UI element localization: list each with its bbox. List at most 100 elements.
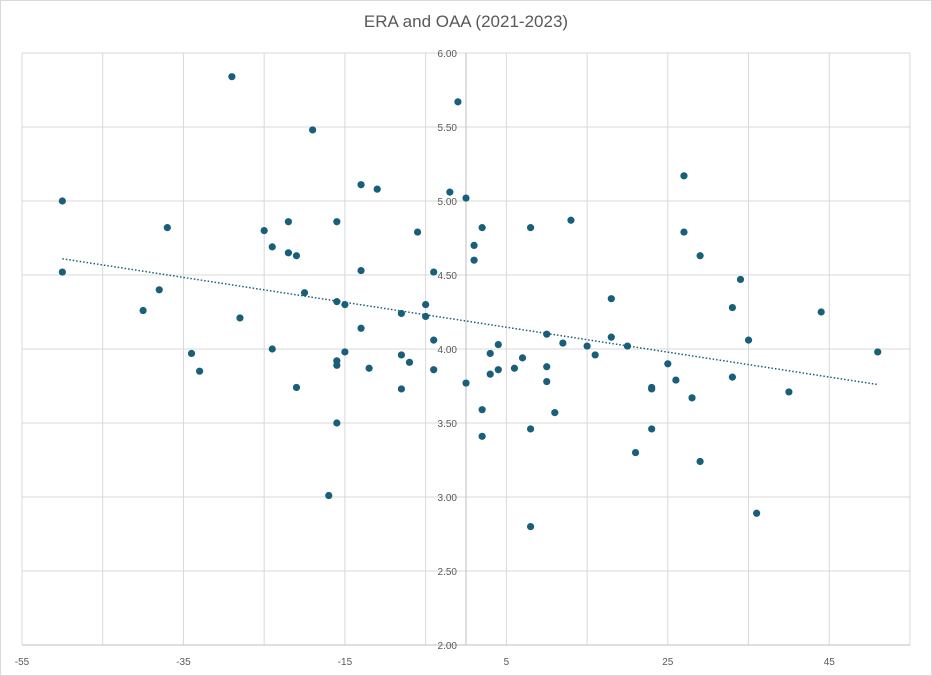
y-tick-label: 4.50	[438, 271, 458, 282]
data-point	[365, 364, 373, 372]
data-point	[357, 324, 365, 332]
x-tick-label: -55	[15, 657, 30, 668]
data-point	[333, 298, 341, 306]
data-point	[462, 379, 470, 387]
data-point	[874, 348, 882, 356]
data-point	[341, 348, 349, 356]
data-point	[292, 383, 301, 392]
data-point	[163, 224, 171, 232]
axes	[22, 53, 910, 646]
data-point	[648, 425, 656, 433]
data-point	[462, 194, 470, 202]
data-point	[526, 523, 535, 531]
data-point	[422, 312, 430, 321]
data-point	[139, 306, 147, 315]
data-point	[196, 367, 204, 375]
data-point	[58, 268, 66, 276]
y-tick-label: 4.00	[438, 345, 458, 356]
data-point	[736, 275, 745, 284]
data-point	[268, 345, 276, 353]
data-point	[478, 224, 486, 232]
data-point	[430, 268, 438, 276]
data-point	[607, 333, 615, 341]
data-point	[672, 376, 680, 384]
data-point	[631, 449, 640, 457]
data-point	[591, 351, 599, 359]
data-point	[228, 73, 236, 81]
data-point	[357, 266, 365, 275]
chart-title: ERA and OAA (2021-2023)	[363, 12, 569, 31]
data-point	[309, 126, 317, 134]
trendline	[62, 257, 878, 386]
data-point	[543, 330, 551, 338]
data-point	[292, 252, 301, 260]
data-point	[155, 286, 163, 294]
data-point	[623, 342, 632, 350]
data-point	[446, 188, 454, 196]
x-tick-label: -35	[176, 657, 191, 668]
data-point	[405, 358, 414, 366]
data-point	[284, 249, 292, 257]
data-point	[397, 385, 406, 393]
data-point	[430, 366, 438, 374]
data-point	[744, 336, 753, 344]
y-tick-label: 3.00	[438, 493, 458, 504]
y-tick-label: 2.50	[438, 567, 458, 578]
data-point	[397, 309, 406, 318]
data-point	[583, 342, 591, 350]
data-point	[567, 216, 575, 224]
y-tick-label: 2.00	[438, 641, 458, 652]
y-tick-label: 6.00	[438, 49, 458, 60]
data-point	[551, 409, 559, 417]
data-point	[559, 339, 567, 347]
data-point	[664, 360, 672, 368]
data-point	[607, 295, 615, 303]
data-point	[333, 218, 341, 226]
data-point	[268, 243, 276, 251]
data-point	[300, 289, 309, 297]
data-point	[648, 385, 656, 393]
data-point	[397, 351, 406, 359]
data-point	[526, 425, 535, 433]
data-point	[373, 185, 381, 193]
data-point	[325, 491, 333, 500]
data-point	[696, 457, 704, 466]
data-point	[422, 301, 430, 309]
data-point	[543, 377, 551, 386]
trendline-group	[62, 257, 878, 386]
x-tick-label: 45	[824, 657, 836, 668]
data-point	[430, 336, 438, 344]
data-point	[236, 314, 244, 322]
data-point	[413, 228, 422, 236]
data-point	[543, 363, 551, 371]
data-point	[333, 361, 341, 369]
data-point	[187, 349, 196, 358]
data-point	[510, 364, 519, 372]
data-point	[728, 373, 737, 381]
x-tick-labels: -55 -35 -15 5 25 45	[15, 657, 835, 668]
data-point	[478, 432, 486, 440]
data-point	[486, 349, 494, 358]
y-tick-label: 3.50	[438, 419, 458, 430]
x-tick-label: 5	[504, 657, 510, 668]
data-point	[470, 256, 478, 264]
data-point	[728, 303, 737, 312]
y-tick-label: 5.50	[438, 123, 458, 134]
x-tick-label: 25	[662, 657, 674, 668]
data-point	[753, 509, 761, 517]
data-point	[817, 308, 825, 316]
data-point	[357, 181, 365, 189]
data-point	[680, 172, 688, 180]
data-point	[58, 197, 66, 205]
data-point	[526, 224, 535, 232]
data-point	[680, 228, 688, 236]
data-point	[333, 419, 341, 427]
data-point	[486, 370, 494, 378]
data-point	[454, 98, 462, 106]
data-point	[478, 406, 486, 414]
data-point	[696, 252, 704, 260]
data-point	[494, 340, 502, 349]
data-point	[688, 394, 696, 402]
y-tick-labels: 2.00 2.50 3.00 3.50 4.00 4.50 5.00 5.50 6.00	[438, 49, 458, 652]
